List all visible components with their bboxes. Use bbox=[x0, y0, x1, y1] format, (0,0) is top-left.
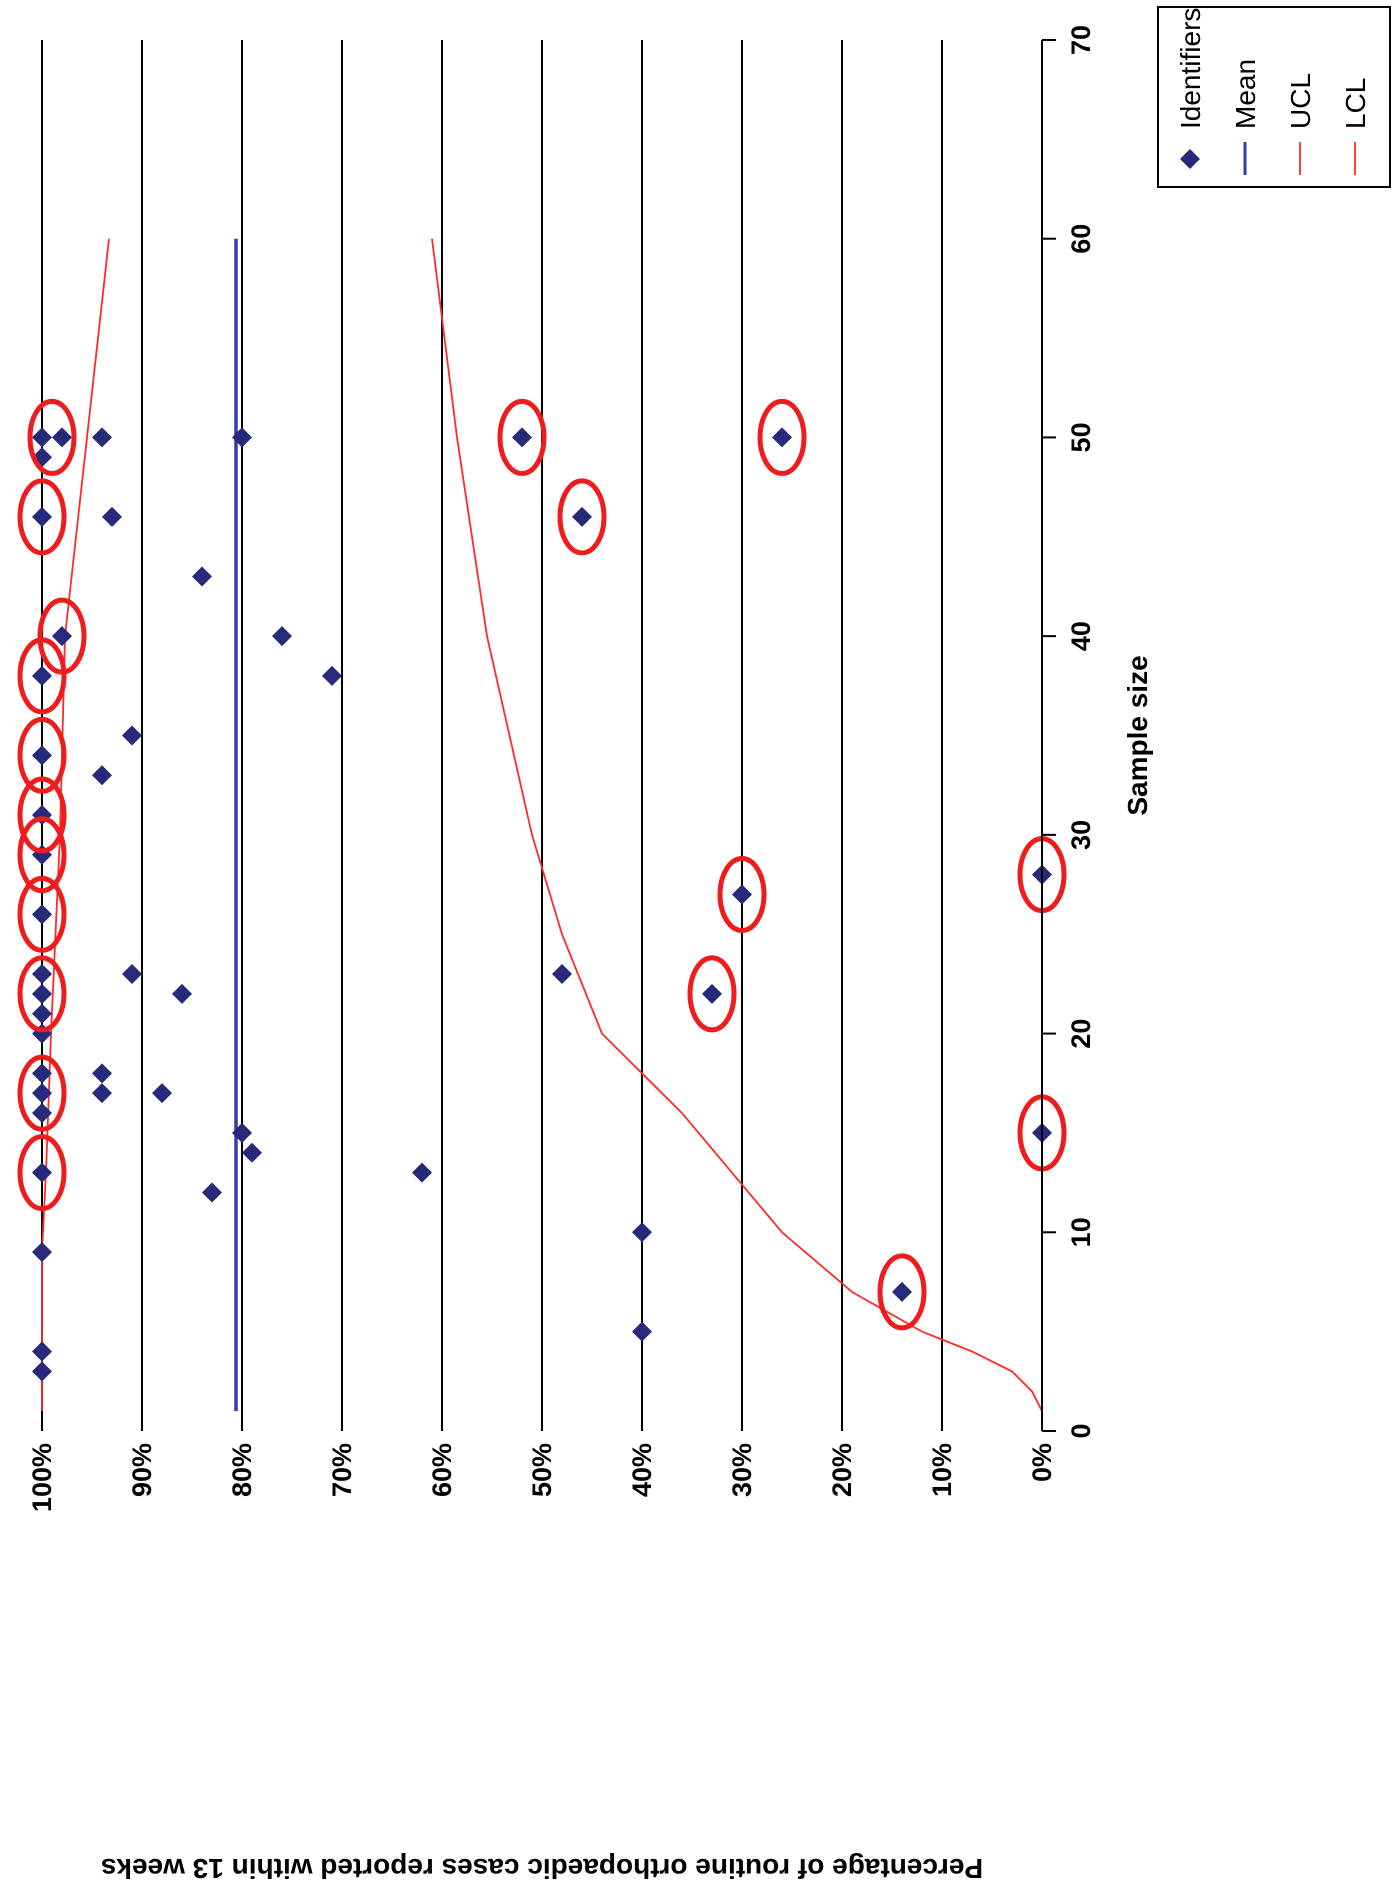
y-tick-label: 20% bbox=[827, 1443, 857, 1497]
axes: 0% 10% 20% 30% 40% 50% 60% 70% 80% 90% 100% 0 10 20 30… bbox=[27, 25, 1096, 1512]
data-point bbox=[32, 1103, 52, 1124]
data-point bbox=[702, 983, 722, 1004]
highlight-circle bbox=[17, 955, 67, 1033]
highlight-circle bbox=[557, 478, 607, 556]
highlight-circle bbox=[17, 1134, 67, 1212]
highlight-circle bbox=[17, 776, 67, 854]
x-tick-label: 60 bbox=[1066, 224, 1096, 254]
highlight-circle bbox=[757, 398, 807, 476]
highlight-circle bbox=[17, 816, 67, 894]
data-point bbox=[32, 745, 52, 766]
data-point bbox=[32, 1242, 52, 1263]
highlight-circle bbox=[497, 398, 547, 476]
highlight-circle bbox=[17, 1054, 67, 1132]
x-tick-label: 50 bbox=[1066, 422, 1096, 452]
data-point bbox=[52, 626, 72, 647]
data-point bbox=[92, 765, 112, 786]
legend-label: Identifiers bbox=[1175, 8, 1206, 129]
data-point bbox=[322, 665, 342, 686]
legend-label: Mean bbox=[1230, 59, 1261, 129]
y-tick-label: 60% bbox=[427, 1443, 457, 1497]
highlight-circle bbox=[687, 955, 737, 1033]
data-point bbox=[32, 904, 52, 925]
data-point bbox=[512, 427, 532, 448]
data-point bbox=[32, 1162, 52, 1183]
data-point bbox=[32, 427, 52, 448]
x-tick-label: 10 bbox=[1066, 1217, 1096, 1247]
legend: Identifiers Mean UCL LCL bbox=[1157, 6, 1391, 188]
data-point bbox=[572, 506, 592, 527]
y-tick-label: 40% bbox=[627, 1443, 657, 1497]
legend-marker-identifiers bbox=[1180, 149, 1200, 169]
data-point bbox=[272, 626, 292, 647]
y-tick-label: 70% bbox=[327, 1443, 357, 1497]
data-point bbox=[32, 1341, 52, 1362]
legend-label: LCL bbox=[1340, 78, 1371, 129]
y-axis-title: Percentage of routine orthopaedic cases … bbox=[101, 1853, 983, 1884]
data-point bbox=[732, 884, 752, 905]
y-tick-label: 30% bbox=[727, 1443, 757, 1497]
data-point bbox=[892, 1281, 912, 1302]
data-point bbox=[192, 566, 212, 587]
x-tick-label: 0 bbox=[1066, 1423, 1096, 1438]
highlight-circle bbox=[17, 875, 67, 953]
data-point bbox=[32, 804, 52, 825]
x-tick-label: 20 bbox=[1066, 1019, 1096, 1049]
data-point bbox=[412, 1162, 432, 1183]
data-point bbox=[632, 1222, 652, 1243]
data-point bbox=[152, 1083, 172, 1104]
highlight-circle bbox=[17, 716, 67, 794]
data-point bbox=[122, 725, 142, 746]
data-point bbox=[552, 963, 572, 984]
y-tick-label: 0% bbox=[1027, 1443, 1057, 1482]
x-tick-label: 40 bbox=[1066, 621, 1096, 651]
data-point bbox=[32, 506, 52, 527]
data-point bbox=[32, 1063, 52, 1084]
data-point bbox=[242, 1142, 262, 1163]
legend-box bbox=[1157, 6, 1391, 188]
data-point bbox=[32, 963, 52, 984]
x-tick-label: 30 bbox=[1066, 820, 1096, 850]
data-point bbox=[92, 1083, 112, 1104]
data-point bbox=[32, 1083, 52, 1104]
data-point bbox=[32, 665, 52, 686]
data-point bbox=[172, 983, 192, 1004]
x-tick-label: 70 bbox=[1066, 25, 1096, 55]
highlight-circle bbox=[27, 398, 77, 476]
gridlines bbox=[41, 40, 1043, 1431]
x-axis-title: Sample size bbox=[1122, 655, 1153, 815]
y-tick-label: 10% bbox=[927, 1443, 957, 1497]
ucl-line bbox=[41, 238, 110, 1412]
highlight-circle bbox=[877, 1253, 927, 1331]
data-point bbox=[232, 1122, 252, 1143]
legend-label: UCL bbox=[1285, 73, 1316, 129]
data-points bbox=[32, 427, 1052, 1382]
y-tick-label: 50% bbox=[527, 1443, 557, 1497]
data-point bbox=[92, 1063, 112, 1084]
data-point bbox=[102, 506, 122, 527]
y-tick-label: 100% bbox=[27, 1443, 57, 1512]
data-point bbox=[232, 427, 252, 448]
data-point bbox=[202, 1182, 222, 1203]
data-point bbox=[772, 427, 792, 448]
data-point bbox=[32, 1023, 52, 1044]
lcl-line bbox=[431, 238, 1043, 1412]
data-point bbox=[32, 1361, 52, 1382]
highlight-circle bbox=[17, 478, 67, 556]
data-point bbox=[32, 1003, 52, 1024]
highlight-circle bbox=[37, 597, 87, 675]
data-point bbox=[32, 983, 52, 1004]
y-tick-label: 90% bbox=[127, 1443, 157, 1497]
y-tick-label: 80% bbox=[227, 1443, 257, 1497]
data-point bbox=[122, 963, 142, 984]
data-point bbox=[52, 427, 72, 448]
data-point bbox=[632, 1321, 652, 1342]
highlight-circle bbox=[717, 855, 767, 933]
data-point bbox=[92, 427, 112, 448]
